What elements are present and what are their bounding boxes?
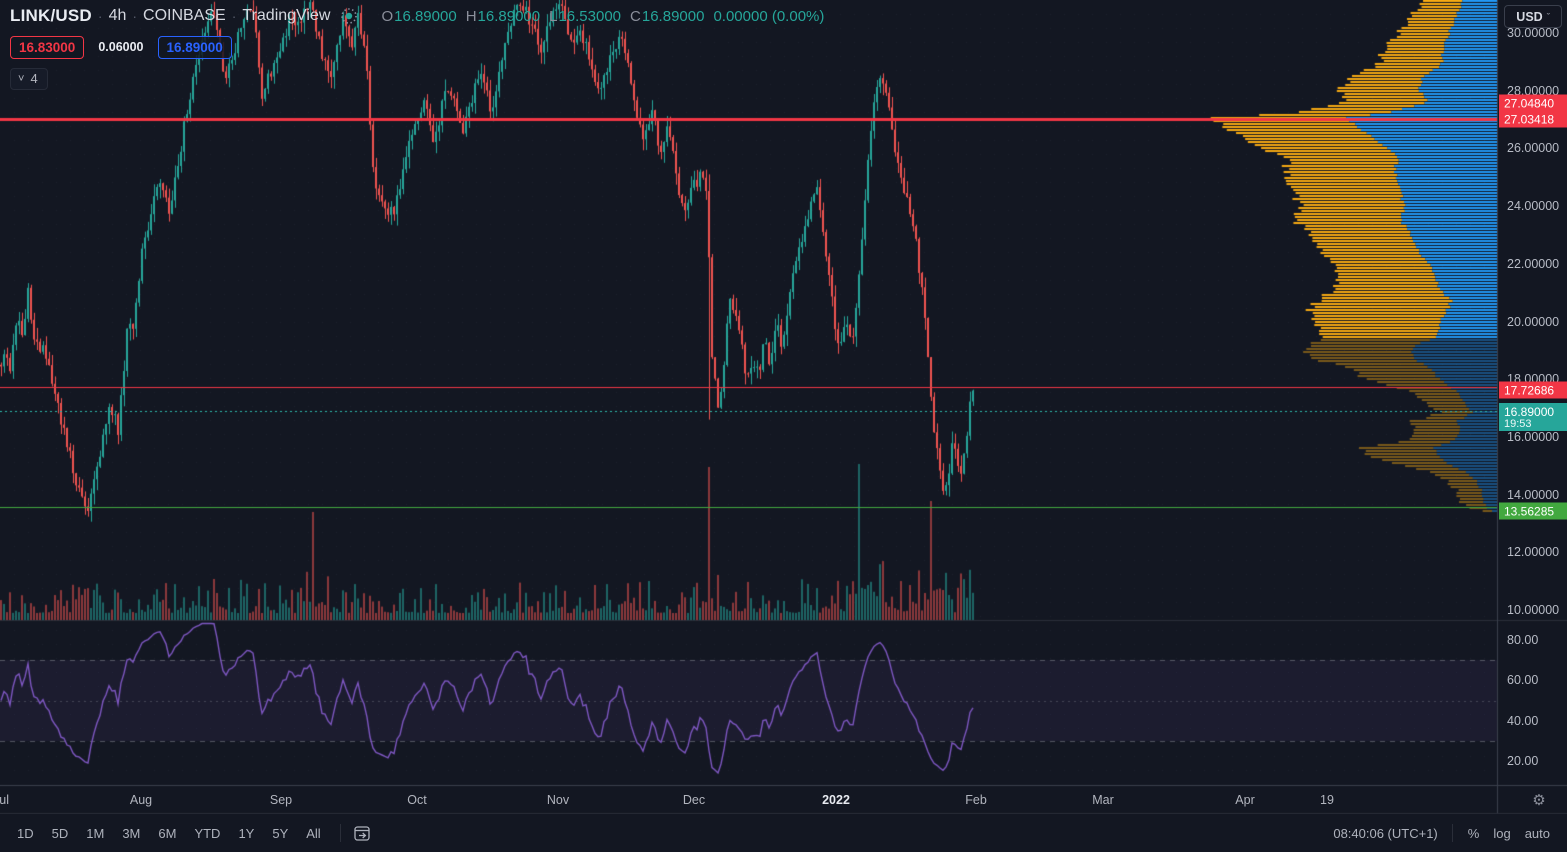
range-button-ytd[interactable]: YTD [194,825,221,841]
range-button-3m[interactable]: 3M [122,825,141,841]
range-button-1d[interactable]: 1D [17,825,34,841]
price-tick: 24.00000 [1507,199,1560,214]
spread-value: 0.06000 [98,40,144,54]
separator-dot: · [97,8,103,24]
buy-ask-button[interactable]: 16.89000 [157,35,232,59]
indicators-collapse-chip[interactable]: ˅ 4 [10,68,48,90]
interval-label[interactable]: 4h [108,7,127,24]
price-tick: 14.00000 [1507,487,1560,502]
price-level-label: 27.04840 [1499,94,1567,112]
toolbar-divider [1451,824,1453,842]
low-value: 16.53000 [558,7,622,25]
separator-dot: · [132,8,138,24]
range-button-6m[interactable]: 6M [158,825,177,841]
time-tick: Feb [965,792,987,807]
currency-dropdown-button[interactable]: USD ˇ [1504,5,1562,28]
time-tick: 2022 [822,792,850,807]
current-price-label: 16.89000 19:53 [1499,403,1567,431]
price-tick: 30.00000 [1507,26,1560,40]
auto-scale-button[interactable]: auto [1524,825,1550,841]
open-label: O [381,7,394,25]
range-button-1y[interactable]: 1Y [238,825,255,841]
rsi-tick: 40.00 [1507,713,1539,728]
price-level-label: 17.72686 [1499,381,1567,399]
price-tick: 12.00000 [1507,545,1560,560]
price-tick: 20.00000 [1507,314,1560,329]
time-tick: 19 [1320,792,1334,807]
gear-icon[interactable]: ⚙ [1532,791,1546,809]
clock-readout[interactable]: 08:40:06 (UTC+1) [1333,825,1438,841]
bottom-toolbar: 1D 5D 1M 3M 6M YTD 1Y 5Y All 08:40:06 (UTC+1) % … [0,814,1567,852]
price-tick: 28.00000 [1507,83,1560,98]
rsi-tick: 20.00 [1507,754,1539,769]
symbol-row: LINK/USD · 4h · COINBASE · TradingView O… [10,4,824,28]
time-tick: Apr [1235,792,1255,807]
price-level-label: 27.03418 [1499,110,1567,128]
high-value: 16.89000 [477,7,541,25]
chart-legend: LINK/USD · 4h · COINBASE · TradingView O… [10,4,824,90]
time-tick: Nov [546,792,570,807]
chevron-down-icon: ˅ [18,72,25,85]
close-value: 16.89000 [641,7,705,25]
time-tick: Dec [682,792,706,807]
bid-ask-row: 16.83000 0.06000 16.89000 [10,34,824,60]
high-label: H [465,7,477,25]
collapsed-count: 4 [30,71,38,86]
currency-label: USD [1516,9,1543,24]
calendar-goto-icon [354,825,370,841]
ohlc-readout: O 16.89000 H 16.89000 L 16.53000 C 16.89000 … [372,8,824,25]
go-to-date-button[interactable] [349,821,377,845]
symbol-title[interactable]: LINK/USD [10,6,92,25]
rsi-tick: 60.00 [1507,673,1539,688]
price-tick: 22.00000 [1507,256,1560,271]
date-range-buttons: 1D 5D 1M 3M 6M YTD 1Y 5Y All [10,822,332,845]
toolbar-divider [339,824,341,842]
separator-dot: · [231,8,237,24]
close-label: C [630,7,641,25]
toolbar-right-group: 08:40:06 (UTC+1) % log auto [1327,822,1557,845]
chevron-down-icon: ˇ [1546,11,1550,22]
log-scale-button[interactable]: log [1493,825,1511,841]
rsi-tick: 80.00 [1507,632,1539,647]
time-tick: Sep [269,792,293,807]
sell-bid-button[interactable]: 16.83000 [10,35,85,59]
time-tick: Oct [407,792,427,807]
time-tick: Aug [129,792,153,807]
price-tick: 10.00000 [1507,603,1560,617]
price-tick: 16.00000 [1507,429,1560,444]
range-button-all[interactable]: All [306,825,321,841]
percent-scale-button[interactable]: % [1467,825,1480,841]
range-button-5d[interactable]: 5D [51,825,69,841]
platform-label: TradingView [242,7,331,24]
connection-status-icon [341,8,358,24]
price-level-label: 13.56285 [1499,502,1567,520]
range-button-5y[interactable]: 5Y [272,825,289,841]
low-label: L [549,7,558,25]
exchange-label[interactable]: COINBASE [143,7,226,24]
current-price-value: 16.89000 [1504,404,1555,419]
time-tick: Mar [1092,792,1114,807]
open-value: 16.89000 [394,7,457,25]
change-value: 0.00000 (0.00%) [713,7,825,25]
time-axis[interactable]: Jul Aug Sep Oct Nov Dec 2022 Feb Mar Apr 19 [0,786,1567,813]
price-tick: 26.00000 [1507,141,1560,156]
countdown-timer: 19:53 [1504,417,1532,430]
time-tick: Jul [0,792,9,807]
range-button-1m[interactable]: 1M [86,825,105,841]
